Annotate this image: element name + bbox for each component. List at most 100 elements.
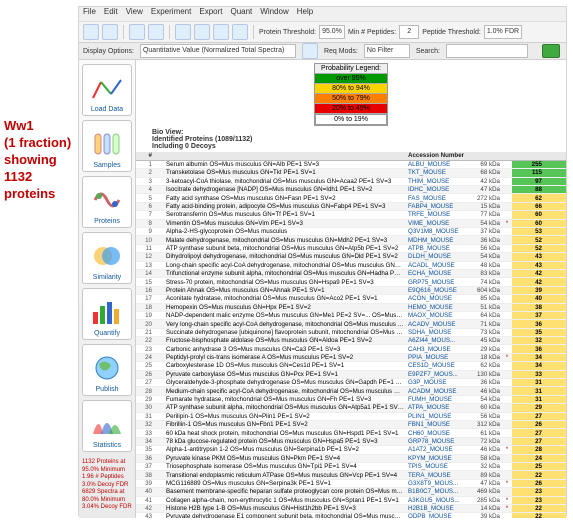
- table-row[interactable]: 42Histone H2B type 1-B OS=Mus musculus G…: [136, 504, 566, 512]
- row-num: 17: [136, 295, 154, 303]
- table-row[interactable]: 7Serotransferrin OS=Mus musculus GN=Tf P…: [136, 211, 566, 219]
- nav-proteins[interactable]: Proteins: [82, 176, 132, 228]
- disp-icon-1[interactable]: [302, 43, 318, 59]
- mw: 36 kDa: [468, 379, 502, 387]
- table-row[interactable]: 28Medium-chain specific acyl-CoA dehydro…: [136, 387, 566, 395]
- table-row[interactable]: 29Fumarate hydratase, mitochondrial OS=M…: [136, 395, 566, 403]
- table-row[interactable]: 41Collagen alpha-chain, non-erythrocytic…: [136, 496, 566, 504]
- value: 52: [512, 244, 544, 252]
- menu-view[interactable]: View: [126, 7, 143, 16]
- flag-dot: [502, 311, 512, 319]
- nav-samples[interactable]: Samples: [82, 120, 132, 172]
- table-row[interactable]: 31Perilipin-1 OS=Mus musculus GN=Plin1 P…: [136, 412, 566, 420]
- protein-table[interactable]: # Accession Number 1Serum albumin OS=Mus…: [136, 152, 566, 518]
- row-num: 20: [136, 320, 154, 328]
- req-mods-value[interactable]: No Filter: [364, 44, 410, 58]
- value2: [544, 471, 566, 479]
- table-row[interactable]: 3360 kDa heat shock protein, mitochondri…: [136, 429, 566, 437]
- table-row[interactable]: 18Hemopexin OS=Mus musculus GN=Hpx PE=1 …: [136, 303, 566, 311]
- protein-name: Isocitrate dehydrogenase [NADP] OS=Mus m…: [164, 186, 406, 194]
- table-row[interactable]: 8Vimentin OS=Mus musculus GN=Vim PE=1 SV…: [136, 219, 566, 227]
- toolbar: Protein Threshold: 95.0% Min # Peptides:…: [79, 22, 566, 43]
- min-pep-field[interactable]: 2: [399, 25, 419, 39]
- protein-thresh-field[interactable]: 95.0%: [319, 25, 345, 39]
- table-row[interactable]: 32Fibrillin-1 OS=Mus musculus GN=Fbn1 PE…: [136, 421, 566, 429]
- table-row[interactable]: 43Pyruvate dehydrogenase E1 component su…: [136, 513, 566, 518]
- table-row[interactable]: 11ATP synthase subunit beta, mitochondri…: [136, 244, 566, 252]
- go-button[interactable]: [542, 44, 560, 58]
- table-row[interactable]: 16Protein Ahnak OS=Mus musculus GN=Ahnak…: [136, 286, 566, 294]
- value2: [544, 328, 566, 336]
- table-row[interactable]: 15Stress-70 protein, mitochondrial OS=Mu…: [136, 278, 566, 286]
- row-num: 24: [136, 353, 154, 361]
- nav-statistics[interactable]: Statistics: [82, 400, 132, 452]
- flag-dot: [502, 211, 512, 219]
- menu-export[interactable]: Export: [199, 7, 222, 16]
- table-row[interactable]: 17Aconitate hydratase, mitochondrial OS=…: [136, 295, 566, 303]
- search-input[interactable]: [446, 44, 528, 58]
- table-row[interactable]: 2Transketolase OS=Mus musculus GN=Tkt PE…: [136, 169, 566, 177]
- nav-similarity[interactable]: Similarity: [82, 232, 132, 284]
- accession: GRP78_MOUSE: [406, 437, 468, 445]
- value: 34: [512, 362, 544, 370]
- table-row[interactable]: 36Pyruvate kinase PKM OS=Mus musculus GN…: [136, 454, 566, 462]
- table-row[interactable]: 13Long-chain specific acyl-CoA dehydroge…: [136, 261, 566, 269]
- table-row[interactable]: 6Fatty acid-binding protein, adipocyte O…: [136, 202, 566, 210]
- tb-icon-2[interactable]: [102, 24, 118, 40]
- row-star: [154, 421, 164, 429]
- peptide-thresh-field[interactable]: 1.0% FDR: [484, 25, 522, 39]
- table-row[interactable]: 26Pyruvate carboxylase OS=Mus musculus G…: [136, 370, 566, 378]
- table-row[interactable]: 9Alpha-2-HS-glycoprotein OS=Mus musculus…: [136, 228, 566, 236]
- table-row[interactable]: 30ATP synthase subunit alpha, mitochondr…: [136, 404, 566, 412]
- table-row[interactable]: 39MCG116889 OS=Mus musculus GN=Serpina3k…: [136, 479, 566, 487]
- table-row[interactable]: 38Transitional endoplasmic reticulum ATP…: [136, 471, 566, 479]
- nav-quantify[interactable]: Quantify: [82, 288, 132, 340]
- table-row[interactable]: 5Fatty acid synthase OS=Mus musculus GN=…: [136, 194, 566, 202]
- value: 38: [512, 303, 544, 311]
- tb-icon-copy[interactable]: [148, 24, 164, 40]
- menu-quant[interactable]: Quant: [230, 7, 252, 16]
- table-row[interactable]: 19NADP-dependent malic enzyme OS=Mus mus…: [136, 311, 566, 319]
- table-row[interactable]: 10Malate dehydrogenase, mitochondrial OS…: [136, 236, 566, 244]
- table-row[interactable]: 24Peptidyl-prolyl cis-trans isomerase A …: [136, 353, 566, 361]
- mw: 83 kDa: [468, 269, 502, 277]
- table-row[interactable]: 20Very long-chain specific acyl-CoA dehy…: [136, 320, 566, 328]
- table-row[interactable]: 21Succinate dehydrogenase [ubiquinone] f…: [136, 328, 566, 336]
- table-row[interactable]: 35Alpha-1-antitrypsin 1-2 OS=Mus musculu…: [136, 446, 566, 454]
- table-row[interactable]: 23Carbonic anhydrase 3 OS=Mus musculus G…: [136, 345, 566, 353]
- table-row[interactable]: 27Glyceraldehyde-3-phosphate dehydrogena…: [136, 379, 566, 387]
- tb-icon-1[interactable]: [83, 24, 99, 40]
- table-row[interactable]: 4Isocitrate dehydrogenase [NADP] OS=Mus …: [136, 186, 566, 194]
- value: 22: [512, 471, 544, 479]
- tb-icon-print[interactable]: [129, 24, 145, 40]
- menu-edit[interactable]: Edit: [104, 7, 118, 16]
- table-row[interactable]: 12Dihydrolipoyl dehydrogenase, mitochond…: [136, 253, 566, 261]
- accession: ACON_MOUSE: [406, 295, 468, 303]
- table-row[interactable]: 25Carboxylesterase 1D OS=Mus musculus GN…: [136, 362, 566, 370]
- value: 32: [512, 337, 544, 345]
- mw: 37 kDa: [468, 228, 502, 236]
- tb-icon-d[interactable]: [232, 24, 248, 40]
- accession: FABP4_MOUSE: [406, 202, 468, 210]
- tb-icon-a[interactable]: [175, 24, 191, 40]
- nav-load-data[interactable]: Load Data: [82, 64, 132, 116]
- world-icon: [87, 352, 127, 384]
- table-row[interactable]: 33-ketoacyl-CoA thiolase, mitochondrial …: [136, 177, 566, 185]
- row-star: [154, 211, 164, 219]
- table-row[interactable]: 3478 kDa glucose-regulated protein OS=Mu…: [136, 437, 566, 445]
- display-option[interactable]: Quantitative Value (Normalized Total Spe…: [140, 44, 296, 58]
- table-row[interactable]: 1Serum albumin OS=Mus musculus GN=Alb PE…: [136, 160, 566, 168]
- tb-icon-c[interactable]: [213, 24, 229, 40]
- mw: 42 kDa: [468, 177, 502, 185]
- tb-icon-b[interactable]: [194, 24, 210, 40]
- mw: 61 kDa: [468, 429, 502, 437]
- menu-experiment[interactable]: Experiment: [151, 7, 191, 16]
- menu-window[interactable]: Window: [260, 7, 288, 16]
- nav-publish[interactable]: Publish: [82, 344, 132, 396]
- table-row[interactable]: 14Trifunctional enzyme subunit alpha, mi…: [136, 269, 566, 277]
- table-row[interactable]: 37Triosephosphate isomerase OS=Mus muscu…: [136, 462, 566, 470]
- menu-help[interactable]: Help: [297, 7, 313, 16]
- table-row[interactable]: 40Basement membrane-specific heparan sul…: [136, 488, 566, 496]
- menu-file[interactable]: File: [83, 7, 96, 16]
- table-row[interactable]: 22Fructose-bisphosphate aldolase OS=Mus …: [136, 337, 566, 345]
